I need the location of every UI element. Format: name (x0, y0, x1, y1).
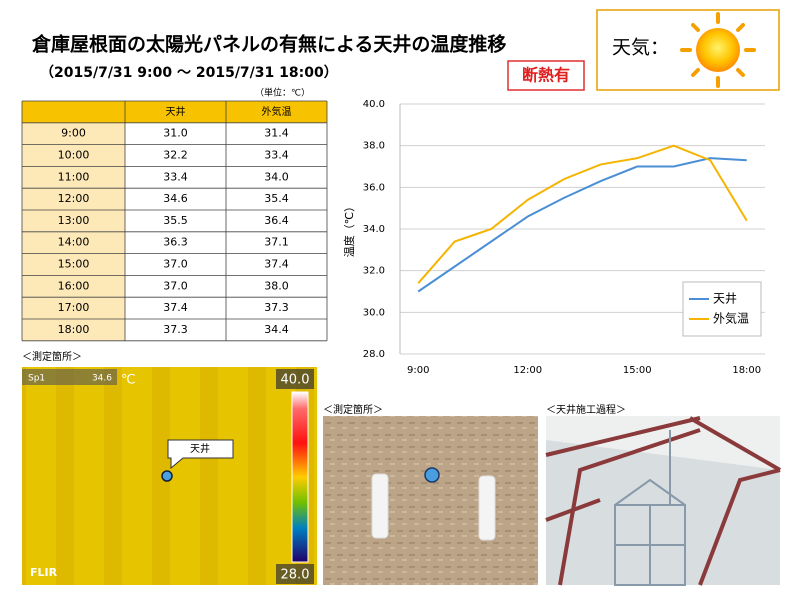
legend-box (682, 281, 762, 337)
y-tick-label: 32.0 (363, 266, 385, 277)
series-line (417, 157, 747, 293)
scale-min-box (276, 564, 314, 584)
table-cell: 35.5 (163, 214, 188, 227)
y-tick-label: 36.0 (363, 182, 385, 193)
table-cell: 31.0 (163, 127, 188, 140)
brand: FLIR (30, 566, 58, 579)
weather-label: 天気： (612, 37, 669, 59)
row-label: 18:00 (58, 323, 90, 336)
color-scale (291, 391, 309, 563)
scale-min: 28.0 (281, 568, 310, 583)
column-header: 天井 (166, 105, 186, 118)
row-label-cell (22, 210, 125, 232)
thermal-caption: ＜測定箇所＞ (22, 350, 82, 363)
chart: 28.0 30.0 32.0 34.0 36.0 38.0 40.0 9:00 12:00 15:… (342, 99, 765, 376)
row-label: 17:00 (58, 301, 90, 314)
y-tick-label: 38.0 (363, 141, 385, 152)
badge-box (507, 60, 585, 91)
marker-strip (478, 475, 496, 541)
spot-marker (424, 467, 440, 483)
row-label-cell (22, 166, 125, 189)
y-tick-label: 28.0 (363, 349, 385, 360)
table-cell: 34.4 (264, 323, 289, 336)
callout-box (167, 439, 234, 470)
marker-strip (371, 473, 389, 539)
table-cell: 37.0 (163, 279, 188, 292)
row-label-cell (22, 319, 125, 341)
table-cell: 35.4 (264, 192, 289, 205)
row-label: 13:00 (58, 214, 90, 227)
spot-label: Sp1 (28, 374, 45, 384)
row-label-cell (22, 253, 125, 276)
header-row (22, 101, 327, 123)
row-label: 15:00 (58, 258, 90, 271)
table-cell: 33.4 (264, 149, 289, 162)
y-tick-label: 30.0 (363, 307, 385, 318)
table-cell: 36.3 (163, 236, 188, 249)
thermal-unit: ℃ (121, 373, 136, 388)
spot-bar (22, 369, 117, 385)
y-tick-label: 40.0 (363, 99, 385, 110)
table-cell: 32.2 (163, 149, 188, 162)
scale-max-box (276, 369, 314, 389)
column-header: 外気温 (262, 105, 292, 118)
row-label: 11:00 (58, 170, 90, 183)
row-label-cell (22, 144, 125, 167)
table-cell: 31.4 (264, 127, 289, 140)
callout: 天井 (190, 442, 210, 455)
row-label: 14:00 (58, 236, 90, 249)
row-label-cell (22, 275, 125, 298)
row-label-cell (22, 188, 125, 210)
table-cell: 37.3 (264, 301, 289, 314)
scale-max: 40.0 (281, 373, 310, 388)
table-cell: 34.6 (163, 192, 188, 205)
x-tick-label: 18:00 (732, 365, 761, 376)
row-label: 9:00 (61, 127, 86, 140)
table-cell: 38.0 (264, 279, 289, 292)
photo-caption: ＜天井施工過程＞ (546, 403, 626, 416)
row-label-cell (22, 297, 125, 319)
table-cell: 37.3 (163, 323, 188, 336)
table-unit: （単位：℃） (255, 87, 310, 99)
table-cell: 37.0 (163, 258, 188, 271)
row-label-cell (22, 122, 125, 145)
row-label: 10:00 (58, 149, 90, 162)
x-tick-label: 15:00 (623, 365, 652, 376)
row-label-cell (22, 231, 125, 254)
y-axis-title: 温度（℃） (342, 201, 356, 257)
photo-ceiling (545, 416, 782, 586)
series-line (417, 144, 748, 284)
table: 天井 外気温 9:00 31.0 31.4 10:00 32.2 33.4 11:00 33.4 3… (21, 100, 328, 342)
table-cell: 34.0 (264, 170, 289, 183)
badge: 断熱有 (522, 66, 570, 85)
spot-value: 34.6 (92, 374, 112, 384)
table-cell: 36.4 (264, 214, 289, 227)
y-tick-label: 34.0 (363, 224, 385, 235)
table-cell: 37.4 (163, 301, 188, 314)
table-cell: 33.4 (163, 170, 188, 183)
photo-wall (323, 416, 538, 585)
row-label: 12:00 (58, 192, 90, 205)
x-tick-label: 12:00 (513, 365, 542, 376)
subtitle: （2015/7/31 9:00 ～ 2015/7/31 18:00） (40, 65, 338, 81)
photo-caption: ＜測定箇所＞ (323, 403, 383, 416)
sun-icon (680, 12, 756, 88)
table-cell: 37.4 (264, 258, 289, 271)
row-label: 16:00 (58, 279, 90, 292)
x-tick-label: 9:00 (407, 365, 429, 376)
spot-marker (161, 470, 173, 482)
legend-label: 外気温 (713, 311, 749, 326)
legend-label: 天井 (713, 292, 737, 306)
table-cell: 37.1 (264, 236, 289, 249)
title: 倉庫屋根面の太陽光パネルの有無による天井の温度推移 (31, 33, 506, 56)
